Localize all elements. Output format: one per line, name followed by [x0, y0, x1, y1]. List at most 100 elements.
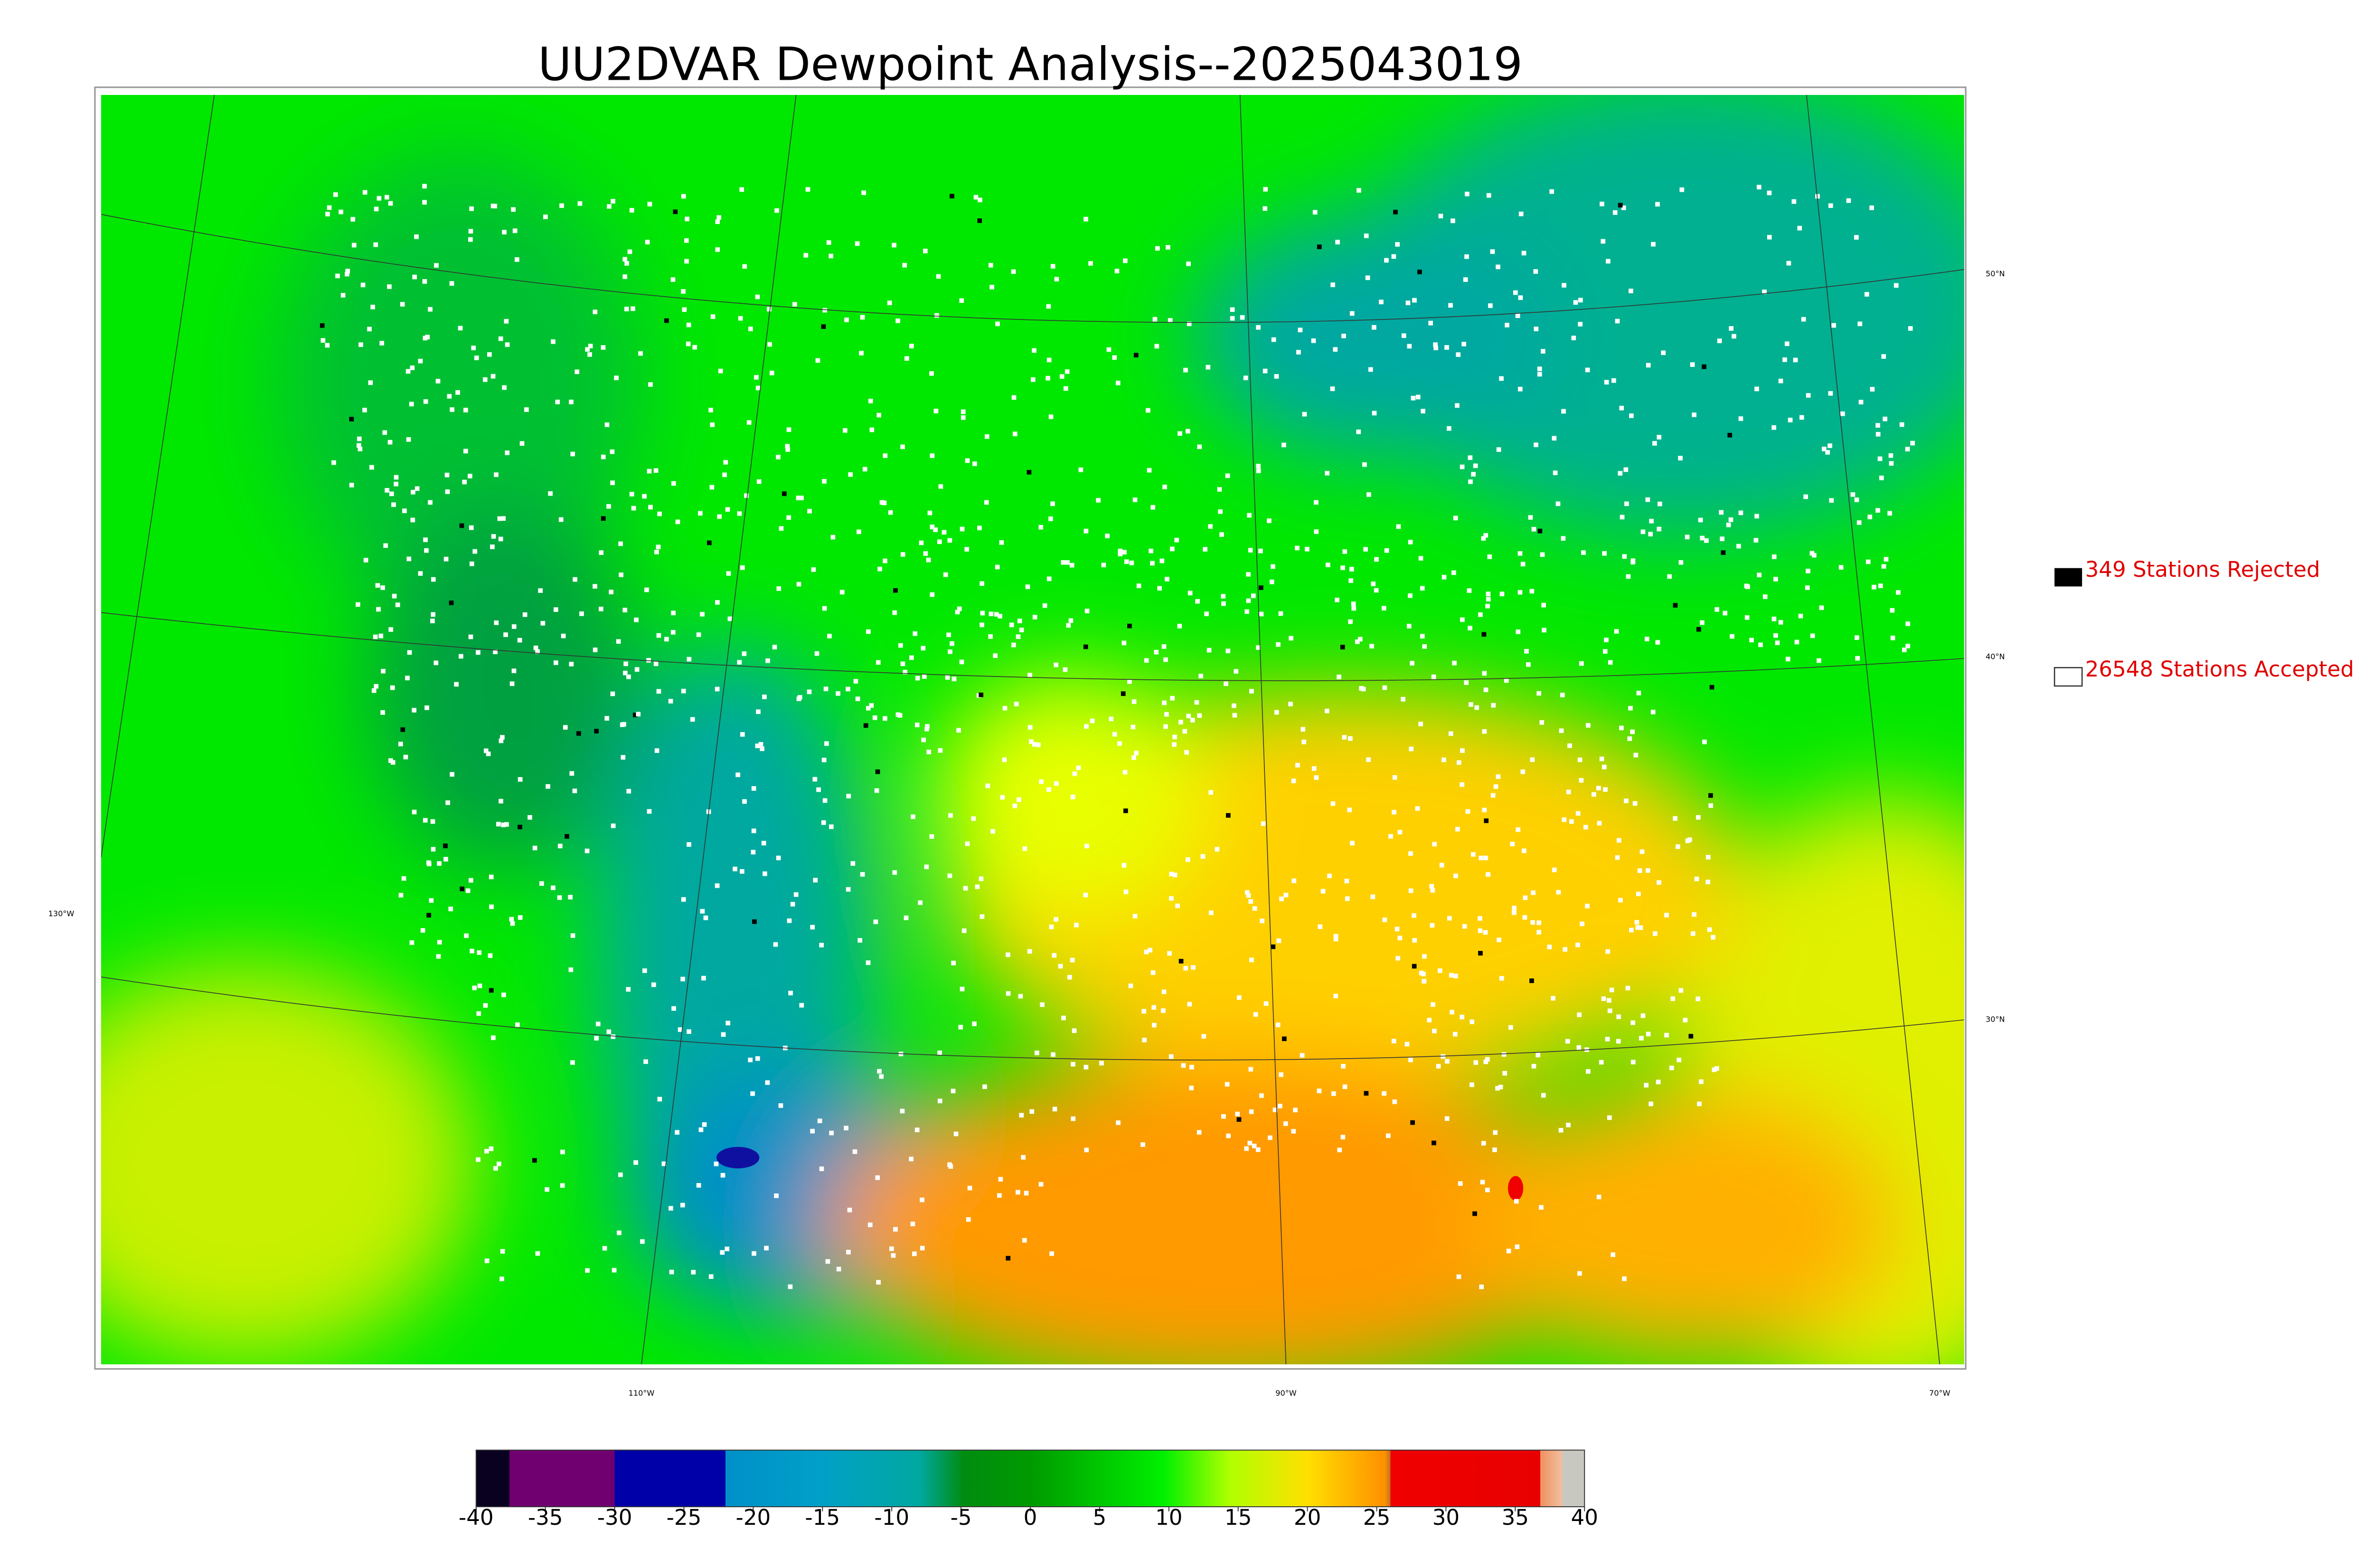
station-accepted: [982, 1084, 987, 1089]
station-accepted: [697, 511, 703, 516]
station-accepted: [963, 886, 968, 891]
station-accepted: [1506, 1249, 1511, 1254]
station-accepted: [1771, 425, 1776, 430]
station-accepted: [1467, 588, 1472, 593]
station-accepted: [950, 641, 954, 646]
station-accepted: [1189, 1065, 1194, 1070]
station-accepted: [776, 855, 781, 861]
station-accepted: [593, 648, 598, 652]
station-accepted: [350, 217, 356, 222]
station-accepted: [1384, 258, 1389, 263]
station-accepted: [1490, 793, 1496, 798]
station-accepted: [471, 346, 476, 350]
station-accepted: [501, 822, 506, 827]
station-accepted: [888, 510, 893, 515]
station-accepted: [423, 818, 428, 823]
station-accepted: [1412, 913, 1416, 918]
station-accepted: [1206, 365, 1211, 370]
station-accepted: [1124, 559, 1129, 564]
station-accepted: [423, 537, 428, 542]
station-accepted: [1433, 342, 1438, 347]
station-accepted: [1696, 996, 1700, 1001]
station-accepted: [1162, 484, 1167, 489]
station-accepted: [958, 1024, 963, 1030]
station-accepted: [1562, 283, 1566, 288]
station-accepted: [1571, 336, 1576, 340]
station-accepted: [1636, 892, 1641, 896]
station-accepted: [1364, 233, 1369, 238]
station-accepted: [998, 614, 1002, 619]
station-accepted: [422, 184, 427, 189]
station-accepted: [1272, 1108, 1278, 1112]
station-accepted: [1052, 1107, 1057, 1112]
station-accepted: [799, 496, 804, 500]
station-accepted: [1035, 1051, 1039, 1055]
station-accepted: [1639, 1036, 1644, 1041]
station-accepted: [1411, 395, 1416, 401]
station-accepted: [755, 1056, 760, 1061]
station-accepted: [509, 917, 514, 922]
station-accepted: [474, 355, 479, 360]
station-accepted: [873, 919, 878, 924]
station-accepted: [634, 667, 640, 672]
station-accepted: [518, 777, 523, 782]
station-accepted: [1131, 699, 1137, 704]
station-accepted: [431, 577, 436, 582]
station-accepted: [844, 317, 849, 322]
station-accepted: [687, 657, 692, 662]
station-accepted: [484, 1149, 489, 1154]
station-accepted: [860, 872, 865, 877]
high-dewpoint-area: [1507, 1176, 1524, 1201]
station-accepted: [892, 610, 897, 615]
station-accepted: [1054, 662, 1058, 667]
station-accepted: [1431, 1002, 1435, 1007]
station-accepted: [923, 551, 928, 556]
station-accepted: [1600, 201, 1604, 207]
station-accepted: [1749, 638, 1754, 643]
station-accepted: [653, 661, 659, 667]
station-accepted: [999, 540, 1004, 545]
station-accepted: [1341, 1064, 1346, 1069]
station-accepted: [1771, 616, 1777, 621]
station-accepted: [937, 1051, 942, 1055]
lon-label: 110°W: [629, 1389, 655, 1398]
station-accepted: [1615, 319, 1620, 324]
station-accepted: [964, 547, 970, 552]
station-accepted: [1362, 462, 1367, 467]
station-accepted: [512, 228, 518, 233]
station-accepted: [1392, 1099, 1397, 1104]
station-accepted: [1054, 781, 1059, 786]
station-accepted: [1664, 1033, 1669, 1038]
station-accepted: [387, 440, 393, 445]
station-accepted: [1412, 938, 1417, 943]
station-accepted: [1460, 748, 1465, 753]
station-accepted: [1486, 872, 1490, 877]
station-rejected: [977, 218, 982, 223]
station-accepted: [488, 953, 493, 958]
station-accepted: [948, 649, 952, 654]
station-accepted: [796, 496, 801, 500]
station-accepted: [1865, 559, 1871, 564]
station-accepted: [947, 873, 952, 878]
station-accepted: [883, 453, 888, 458]
station-accepted: [1881, 354, 1886, 359]
station-accepted: [708, 1274, 714, 1279]
station-accepted: [1700, 620, 1705, 625]
station-accepted: [1325, 470, 1330, 476]
station-accepted: [1579, 778, 1584, 783]
station-accepted: [634, 617, 639, 622]
station-accepted: [1586, 723, 1591, 728]
station-accepted: [793, 892, 799, 897]
station-accepted: [1405, 300, 1411, 305]
station-accepted: [1172, 742, 1177, 747]
station-accepted: [1478, 928, 1483, 933]
station-accepted: [893, 1227, 898, 1232]
station-accepted: [1512, 910, 1517, 915]
station-accepted: [767, 342, 772, 347]
station-accepted: [764, 1246, 769, 1251]
station-accepted: [1854, 235, 1859, 240]
station-accepted: [1518, 211, 1524, 216]
colorbar-tick-label: -10: [874, 1505, 909, 1530]
station-accepted: [1791, 199, 1797, 204]
station-accepted: [1436, 1064, 1441, 1069]
